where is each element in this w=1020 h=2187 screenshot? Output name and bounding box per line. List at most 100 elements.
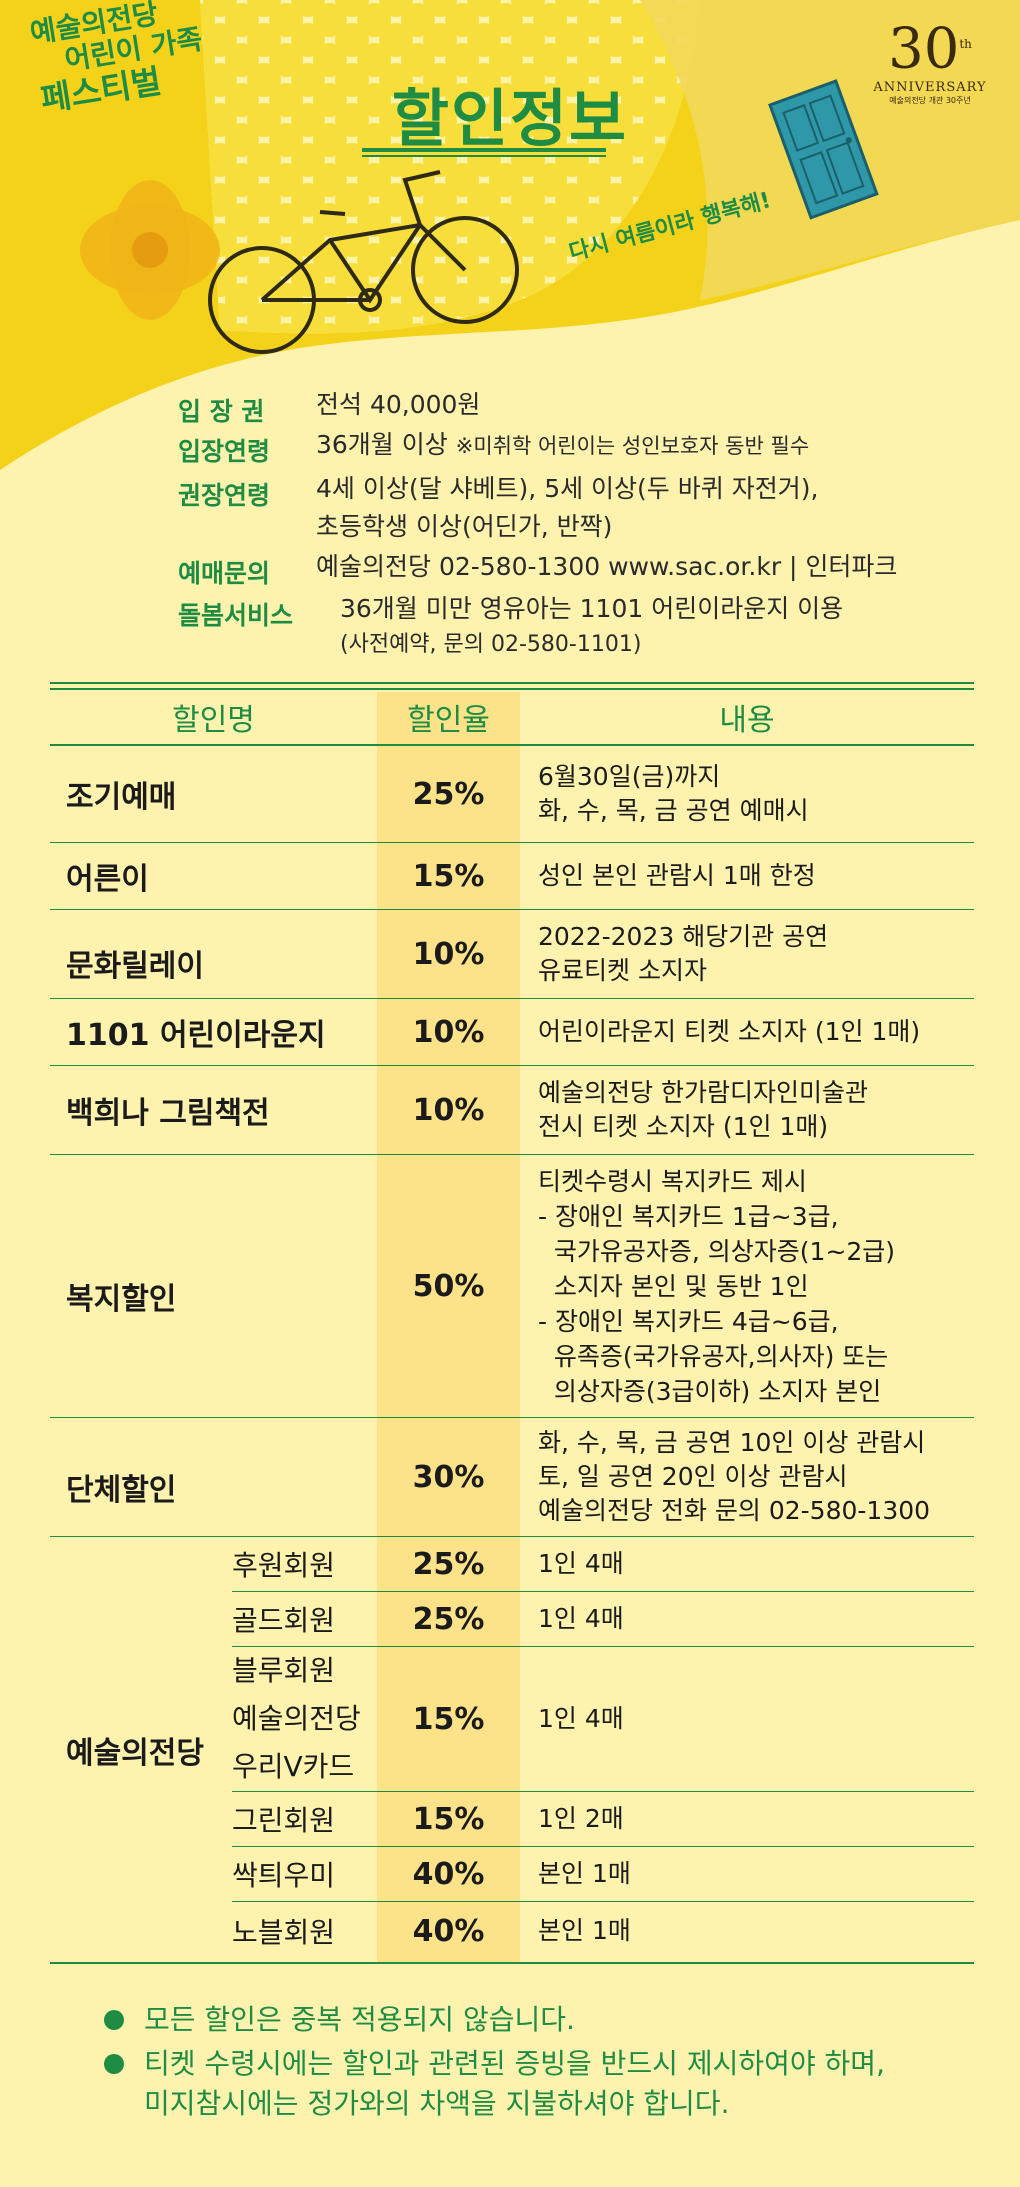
- row-rule: [50, 842, 974, 843]
- sub-row-rule: [232, 1646, 974, 1647]
- note-text: 모든 할인은 중복 적용되지 않습니다.: [144, 2003, 575, 2036]
- title-underline-2: [362, 155, 606, 157]
- header-discount-rate: 할인율: [407, 703, 490, 738]
- header-description: 내용: [719, 703, 775, 738]
- row-rule: [50, 909, 974, 910]
- age-label: 입장연령: [178, 437, 271, 466]
- bullet-icon: [104, 2054, 124, 2074]
- table-bottom-rule: [50, 1962, 974, 1964]
- row-rate-group: 30%: [412, 1459, 485, 1495]
- row-rate-early-booking: 25%: [412, 776, 485, 812]
- member-noble: 노블회원: [232, 1916, 336, 1949]
- header-rule: [50, 744, 974, 746]
- row-rate-kids-lounge: 10%: [412, 1014, 485, 1050]
- sub-row-rule: [232, 1901, 974, 1902]
- row-desc-group: 화, 수, 목, 금 공연 10인 이상 관람시 토, 일 공연 20인 이상 …: [538, 1418, 930, 1536]
- member-green: 그린회원: [232, 1804, 336, 1837]
- row-name-welfare: 복지할인: [66, 1282, 177, 1317]
- notes: 모든 할인은 중복 적용되지 않습니다. 티켓 수령시에는 할인과 관련된 증빙…: [104, 2000, 1004, 2124]
- row-desc-culture-relay: 2022-2023 해당기관 공연 유료티켓 소지자: [538, 910, 828, 998]
- member-gold-desc: 1인 4매: [538, 1604, 624, 1633]
- row-name-sac-members: 예술의전당: [66, 1735, 204, 1771]
- recommended-value-1: 4세 이상(달 샤베트), 5세 이상(두 바퀴 자전거),: [316, 474, 819, 503]
- row-name-early-booking: 조기예매: [66, 780, 177, 815]
- member-noble-rate: 40%: [412, 1913, 485, 1949]
- flower-illustration: [80, 180, 220, 320]
- row-desc-adult-kid: 성인 본인 관람시 1매 한정: [538, 843, 816, 909]
- note-text-cont: 미지참시에는 정가와의 차액을 지불하셔야 합니다.: [144, 2087, 730, 2120]
- desc-text: 어린이라운지 티켓 소지자 (1인 1매): [538, 1017, 921, 1046]
- table-top-rule-2: [50, 688, 974, 690]
- header-banner: 예술의전당 어린이 가족 페스티벌 할인정보 30th ANNIVERSARY …: [0, 0, 1020, 470]
- member-green-desc: 1인 2매: [538, 1804, 624, 1833]
- member-sprout-desc: 본인 1매: [538, 1859, 631, 1888]
- age-value: 36개월 이상: [316, 430, 448, 459]
- desc-text: 화, 수, 목, 금 공연 10인 이상 관람시 토, 일 공연 20인 이상 …: [538, 1428, 931, 1525]
- desc-text: 6월30일(금)까지 화, 수, 목, 금 공연 예매시: [538, 762, 809, 825]
- header-illustration: [0, 0, 1020, 470]
- booking-value: 예술의전당 02-580-1300 www.sac.or.kr | 인터파크: [316, 552, 898, 581]
- row-rule: [50, 1065, 974, 1066]
- member-blue: 블루회원 예술의전당 우리V카드: [232, 1647, 361, 1791]
- member-blue-text: 블루회원 예술의전당 우리V카드: [232, 1654, 361, 1783]
- title-underline: [362, 148, 606, 152]
- care-label: 돌봄서비스: [178, 601, 294, 630]
- row-rule: [50, 1536, 974, 1537]
- row-rate-culture-relay: 10%: [412, 936, 485, 972]
- member-gold-rate: 25%: [412, 1601, 485, 1637]
- row-name-picture-book: 백희나 그림책전: [66, 1096, 270, 1131]
- row-rate-welfare: 50%: [412, 1268, 485, 1304]
- page-title: 할인정보: [391, 82, 629, 155]
- note-text: 티켓 수령시에는 할인과 관련된 증빙을 반드시 제시하여야 하며,: [144, 2047, 885, 2080]
- member-sponsor: 후원회원: [232, 1549, 336, 1582]
- row-rule: [50, 1154, 974, 1155]
- row-desc-picture-book: 예술의전당 한가람디자인미술관 전시 티켓 소지자 (1인 1매): [538, 1066, 868, 1154]
- member-green-rate: 15%: [412, 1801, 485, 1837]
- recommended-value-2: 초등학생 이상(어딘가, 반짝): [316, 512, 613, 541]
- admission-label: 입 장 권: [178, 397, 265, 426]
- member-blue-desc: 1인 4매: [538, 1704, 624, 1733]
- admission-value: 전석 40,000원: [316, 390, 481, 419]
- note-proof: 티켓 수령시에는 할인과 관련된 증빙을 반드시 제시하여야 하며, 미지참시에…: [104, 2044, 1004, 2124]
- sub-row-rule: [232, 1791, 974, 1792]
- recommended-label: 권장연령: [178, 481, 271, 510]
- bullet-icon: [104, 2010, 124, 2030]
- anniversary-logo: 30th ANNIVERSARY 예술의전당 개관 30주년: [860, 14, 1000, 106]
- member-sponsor-rate: 25%: [412, 1546, 485, 1582]
- member-noble-desc: 본인 1매: [538, 1916, 631, 1945]
- row-desc-welfare: 티켓수령시 복지카드 제시 - 장애인 복지카드 1급~3급, 국가유공자증, …: [538, 1155, 895, 1417]
- row-name-group: 단체할인: [66, 1473, 177, 1508]
- row-name-culture-relay: 문화릴레이: [66, 949, 204, 984]
- member-sponsor-desc: 1인 4매: [538, 1549, 624, 1578]
- sub-row-rule: [232, 1591, 974, 1592]
- member-sprout-rate: 40%: [412, 1856, 485, 1892]
- age-note: ※미취학 어린이는 성인보호자 동반 필수: [455, 434, 810, 458]
- bicycle-illustration: [208, 170, 519, 354]
- anniversary-word: ANNIVERSARY: [873, 79, 987, 95]
- row-desc-early-booking: 6월30일(금)까지 화, 수, 목, 금 공연 예매시: [538, 746, 809, 842]
- care-value-1: 36개월 미만 영유아는 1101 어린이라운지 이용: [340, 594, 844, 623]
- anniversary-number: 30: [888, 16, 960, 82]
- row-rule: [50, 998, 974, 999]
- member-gold: 골드회원: [232, 1604, 336, 1637]
- header-discount-name: 할인명: [172, 703, 255, 738]
- row-rate-picture-book: 10%: [412, 1092, 485, 1128]
- note-no-duplicate: 모든 할인은 중복 적용되지 않습니다.: [104, 2000, 1004, 2040]
- care-value-2: (사전예약, 문의 02-580-1101): [340, 632, 642, 657]
- anniversary-sub: 예술의전당 개관 30주년: [889, 95, 971, 105]
- rate-column-band: [377, 692, 520, 1962]
- sub-row-rule: [232, 1846, 974, 1847]
- row-rate-adult-kid: 15%: [412, 858, 485, 894]
- desc-text: 예술의전당 한가람디자인미술관 전시 티켓 소지자 (1인 1매): [538, 1078, 868, 1141]
- row-name-kids-lounge: 1101 어린이라운지: [66, 1018, 326, 1053]
- row-desc-kids-lounge: 어린이라운지 티켓 소지자 (1인 1매): [538, 999, 920, 1065]
- desc-text: 티켓수령시 복지카드 제시 - 장애인 복지카드 1급~3급, 국가유공자증, …: [538, 1166, 896, 1406]
- table-top-rule: [50, 682, 974, 684]
- desc-text: 2022-2023 해당기관 공연 유료티켓 소지자: [538, 922, 829, 985]
- member-blue-rate: 15%: [412, 1701, 485, 1737]
- desc-text: 성인 본인 관람시 1매 한정: [538, 861, 816, 890]
- booking-label: 예매문의: [178, 559, 271, 588]
- row-rule: [50, 1417, 974, 1418]
- anniversary-sup: th: [959, 37, 972, 51]
